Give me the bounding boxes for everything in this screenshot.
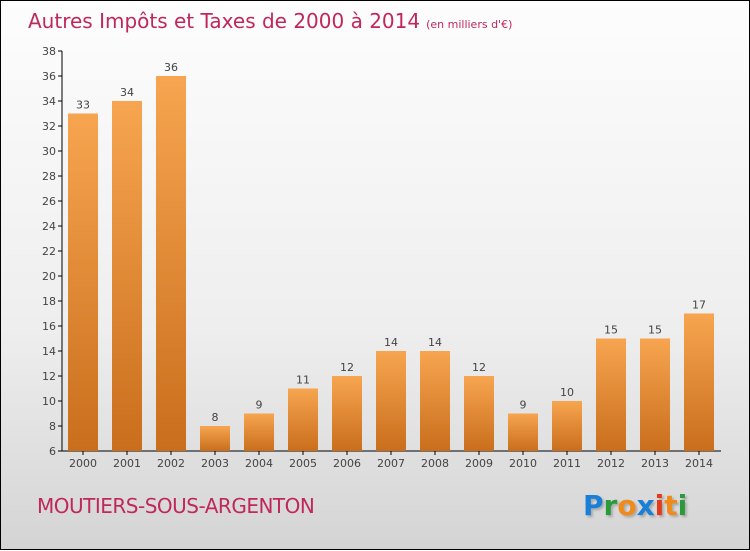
x-tick-label: 2001 bbox=[113, 457, 141, 470]
y-tick-label: 14 bbox=[42, 345, 56, 358]
data-label: 15 bbox=[604, 324, 618, 337]
logo-letter: o bbox=[617, 489, 637, 522]
x-tick-label: 2004 bbox=[245, 457, 273, 470]
data-label: 12 bbox=[340, 361, 354, 374]
proxiti-logo[interactable]: Proxiti bbox=[583, 489, 687, 522]
city-name: MOUTIERS-SOUS-ARGENTON bbox=[37, 494, 315, 518]
y-tick-label: 18 bbox=[42, 295, 56, 308]
bar-2005 bbox=[288, 388, 318, 451]
y-tick-label: 36 bbox=[42, 70, 56, 83]
logo-letter: i bbox=[677, 489, 688, 522]
bar-2014 bbox=[684, 313, 714, 451]
logo-letter: r bbox=[603, 489, 618, 522]
data-label: 36 bbox=[164, 61, 178, 74]
bar-2009 bbox=[464, 376, 494, 451]
x-tick-label: 2002 bbox=[157, 457, 185, 470]
data-label: 12 bbox=[472, 361, 486, 374]
chart-subtitle: (en milliers d'€) bbox=[426, 18, 513, 31]
bar-2000 bbox=[68, 113, 98, 451]
y-tick-label: 12 bbox=[42, 370, 56, 383]
data-label: 14 bbox=[384, 336, 398, 349]
y-tick-label: 10 bbox=[42, 395, 56, 408]
data-label: 9 bbox=[520, 399, 527, 412]
y-tick-label: 6 bbox=[49, 445, 56, 458]
chart-title: Autres Impôts et Taxes de 2000 à 2014 (en… bbox=[28, 9, 512, 33]
data-label: 15 bbox=[648, 324, 662, 337]
data-label: 33 bbox=[76, 99, 90, 112]
logo-letter: x bbox=[636, 489, 655, 522]
data-label: 17 bbox=[692, 299, 706, 312]
x-tick-label: 2005 bbox=[289, 457, 317, 470]
y-tick-label: 26 bbox=[42, 195, 56, 208]
data-label: 11 bbox=[296, 374, 310, 387]
y-tick-label: 24 bbox=[42, 220, 56, 233]
y-tick-label: 28 bbox=[42, 170, 56, 183]
bar-2004 bbox=[244, 413, 274, 451]
y-tick-label: 16 bbox=[42, 320, 56, 333]
x-tick-label: 2000 bbox=[69, 457, 97, 470]
x-tick-label: 2007 bbox=[377, 457, 405, 470]
logo-letter: P bbox=[583, 489, 604, 522]
data-label: 14 bbox=[428, 336, 442, 349]
bar-2002 bbox=[156, 76, 186, 451]
bar-2010 bbox=[508, 413, 538, 451]
y-tick-label: 34 bbox=[42, 95, 56, 108]
logo-letter: i bbox=[654, 489, 665, 522]
y-tick-label: 32 bbox=[42, 120, 56, 133]
bar-2003 bbox=[200, 426, 230, 451]
x-tick-label: 2014 bbox=[685, 457, 713, 470]
data-label: 8 bbox=[212, 411, 219, 424]
y-tick-label: 22 bbox=[42, 245, 56, 258]
data-label: 9 bbox=[256, 399, 263, 412]
x-tick-label: 2011 bbox=[553, 457, 581, 470]
bar-2013 bbox=[640, 338, 670, 451]
title-text: Autres Impôts et Taxes de 2000 à 2014 bbox=[28, 9, 421, 33]
x-tick-label: 2013 bbox=[641, 457, 669, 470]
bar-2007 bbox=[376, 351, 406, 451]
x-tick-label: 2010 bbox=[509, 457, 537, 470]
x-tick-label: 2012 bbox=[597, 457, 625, 470]
data-label: 10 bbox=[560, 386, 574, 399]
x-tick-label: 2003 bbox=[201, 457, 229, 470]
x-tick-label: 2008 bbox=[421, 457, 449, 470]
y-tick-label: 20 bbox=[42, 270, 56, 283]
data-label: 34 bbox=[120, 86, 134, 99]
bar-2008 bbox=[420, 351, 450, 451]
x-tick-label: 2006 bbox=[333, 457, 361, 470]
x-tick-label: 2009 bbox=[465, 457, 493, 470]
bar-2011 bbox=[552, 401, 582, 451]
y-tick-label: 38 bbox=[42, 45, 56, 58]
y-tick-label: 30 bbox=[42, 145, 56, 158]
logo-letter: t bbox=[664, 489, 678, 522]
bar-2001 bbox=[112, 101, 142, 451]
bar-2012 bbox=[596, 338, 626, 451]
y-tick-label: 8 bbox=[49, 420, 56, 433]
bar-2006 bbox=[332, 376, 362, 451]
